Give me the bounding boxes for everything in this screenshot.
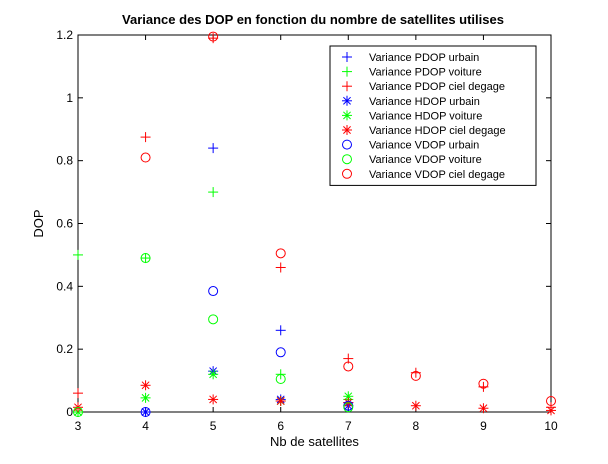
- legend-box: [329, 45, 537, 186]
- data-point-circle: [208, 286, 219, 297]
- legend-marker-plus: [342, 81, 352, 92]
- y-tick-label: 0.6: [56, 217, 73, 231]
- legend-label: Variance PDOP ciel degage: [369, 81, 505, 93]
- data-point-asterisk: [546, 405, 556, 416]
- legend-entry: Variance VDOP urbain: [342, 139, 479, 152]
- data-markers: [73, 31, 556, 417]
- y-tick-label: 0.2: [56, 342, 73, 356]
- axis-ticks: 3 4 5 6 7 8 9 10 0 0.2 0.4 0.6 0.8 1 1.2: [56, 28, 558, 433]
- x-tick-label: 8: [413, 419, 420, 433]
- data-point-circle: [140, 253, 151, 264]
- legend-marker-asterisk: [342, 110, 352, 121]
- legend-marker-plus: [342, 66, 352, 77]
- y-axis-label: DOP: [31, 209, 46, 237]
- data-point-circle: [208, 31, 219, 42]
- y-tick-label: 0.8: [56, 154, 73, 168]
- legend-entry: Variance HDOP urbain: [342, 95, 480, 108]
- legend-marker-circle: [342, 154, 352, 165]
- data-point-circle: [478, 378, 489, 389]
- legend-entry: Variance HDOP ciel degage: [342, 125, 506, 137]
- data-point-plus: [208, 187, 219, 198]
- chart-title: Variance des DOP en fonction du nombre d…: [122, 12, 504, 27]
- data-point-circle: [140, 152, 151, 163]
- data-point-circle: [275, 374, 286, 385]
- legend-label: Variance PDOP urbain: [369, 52, 479, 64]
- legend-marker-asterisk: [342, 125, 352, 135]
- data-point-asterisk: [275, 396, 286, 407]
- data-point-asterisk: [410, 400, 421, 411]
- legend-marker-circle: [342, 139, 352, 150]
- legend-entry: Variance PDOP voiture: [342, 66, 482, 79]
- legend-entry: Variance PDOP urbain: [342, 52, 479, 64]
- legend-label: Variance VDOP ciel degage: [369, 169, 505, 181]
- y-tick-label: 0.4: [56, 279, 73, 293]
- y-tick-label: 0: [66, 405, 73, 419]
- data-point-plus: [140, 132, 151, 143]
- legend-marker-circle: [342, 168, 352, 179]
- legend-label: Variance HDOP urbain: [369, 96, 480, 108]
- data-point-circle: [140, 407, 151, 417]
- data-point-asterisk: [478, 403, 489, 414]
- data-point-circle: [343, 402, 354, 413]
- legend-entry: Variance VDOP ciel degage: [342, 168, 505, 181]
- data-point-circle: [275, 347, 286, 358]
- data-point-asterisk: [208, 394, 219, 405]
- data-point-circle: [546, 396, 556, 407]
- legend-label: Variance VDOP urbain: [369, 140, 479, 152]
- legend-label: Variance HDOP voiture: [369, 110, 482, 122]
- data-point-plus: [275, 325, 286, 336]
- data-point-circle: [73, 407, 83, 417]
- x-tick-label: 3: [75, 419, 82, 433]
- legend-label: Variance VDOP voiture: [369, 154, 482, 166]
- data-point-asterisk: [208, 369, 219, 380]
- x-tick-label: 7: [345, 419, 352, 433]
- legend-entry: Variance VDOP voiture: [342, 154, 482, 166]
- legend: Variance PDOP urbain Variance PDOP voitur…: [329, 45, 537, 186]
- legend-marker-plus: [342, 52, 352, 62]
- data-point-circle: [275, 248, 286, 259]
- x-tick-label: 10: [544, 419, 558, 433]
- data-point-asterisk: [140, 407, 151, 417]
- legend-marker-asterisk: [342, 95, 352, 106]
- data-point-circle: [208, 314, 219, 325]
- y-tick-label: 1.2: [56, 28, 73, 42]
- y-tick-label: 1: [66, 91, 73, 105]
- data-point-circle: [343, 361, 354, 372]
- x-axis-label: Nb de satellites: [270, 434, 359, 449]
- data-point-plus: [275, 262, 286, 273]
- legend-entry: Variance PDOP ciel degage: [342, 81, 505, 93]
- legend-label: Variance PDOP voiture: [369, 67, 482, 79]
- x-tick-label: 4: [142, 419, 149, 433]
- data-point-plus: [73, 388, 83, 399]
- legend-entry: Variance HDOP voiture: [342, 110, 482, 122]
- x-tick-label: 6: [277, 419, 284, 433]
- data-point-asterisk: [140, 392, 151, 403]
- legend-label: Variance HDOP ciel degage: [369, 125, 506, 137]
- data-point-circle: [410, 370, 421, 381]
- data-point-plus: [208, 143, 219, 154]
- x-tick-label: 9: [480, 419, 487, 433]
- x-tick-label: 5: [210, 419, 217, 433]
- data-point-asterisk: [140, 380, 151, 391]
- data-point-plus: [73, 249, 83, 260]
- data-point-plus: [140, 253, 151, 264]
